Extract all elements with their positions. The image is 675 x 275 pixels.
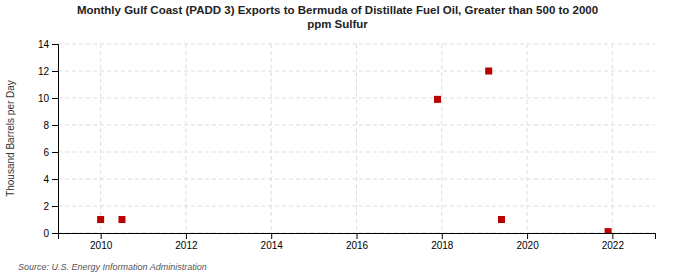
y-axis-tick-label: 2 bbox=[43, 201, 49, 212]
grid-line-y bbox=[58, 179, 655, 180]
plot-area: 2010 2012 2014 2016 2018 2020 2022 0 2 4 6 8 10 12 14 bbox=[38, 39, 656, 251]
y-axis-tick-mark bbox=[52, 152, 58, 153]
chart: 2010 2012 2014 2016 2018 2020 2022 0 2 4 6 8 10 12 14 T… bbox=[0, 0, 675, 275]
y-axis-tick: 12 bbox=[38, 66, 58, 77]
x-axis-tick: 2022 bbox=[602, 233, 625, 251]
x-axis-tick-mark bbox=[186, 233, 187, 239]
y-axis-tick-label: 4 bbox=[43, 174, 49, 185]
title-line: Monthly Gulf Coast (PADD 3) Exports to B… bbox=[77, 4, 598, 16]
point bbox=[485, 68, 492, 75]
x-axis: 2010 2012 2014 2016 2018 2020 2022 bbox=[59, 233, 656, 251]
title: Monthly Gulf Coast (PADD 3) Exports to B… bbox=[77, 4, 598, 30]
grid-line-y bbox=[58, 44, 655, 45]
point bbox=[605, 228, 612, 233]
y-axis-tick-label: 0 bbox=[43, 228, 49, 239]
point bbox=[498, 216, 505, 223]
x-axis-tick: 2016 bbox=[346, 233, 369, 251]
y-axis-line bbox=[52, 45, 59, 234]
y-axis-tick-label: 10 bbox=[38, 93, 50, 104]
point bbox=[97, 216, 104, 223]
x-axis-tick-mark bbox=[612, 233, 613, 239]
x-axis-tick-mark bbox=[527, 233, 528, 239]
grid-line-y bbox=[58, 152, 655, 153]
y-axis-tick-mark bbox=[52, 98, 58, 99]
y-axis-tick-label: 14 bbox=[38, 39, 50, 50]
y-axis-tick: 6 bbox=[43, 147, 58, 158]
y-axis-tick: 2 bbox=[43, 201, 58, 212]
y-axis-tick-label: 12 bbox=[38, 66, 50, 77]
x-axis-tick: 2020 bbox=[516, 233, 539, 251]
x-axis-tick-label: 2022 bbox=[602, 240, 625, 251]
grid bbox=[58, 44, 655, 233]
x-axis-line bbox=[59, 234, 656, 240]
grid-line-x bbox=[185, 44, 186, 233]
x-axis-tick-label: 2016 bbox=[346, 240, 369, 251]
grid-line-y bbox=[58, 206, 655, 207]
y-axis-tick-mark bbox=[52, 233, 58, 234]
grid-line-x bbox=[100, 44, 101, 233]
x-axis-tick: 2012 bbox=[175, 233, 198, 251]
y-axis-tick-mark bbox=[52, 44, 58, 45]
grid-line-y bbox=[58, 125, 655, 126]
x-axis-tick: 2014 bbox=[261, 233, 284, 251]
y-axis-title: Thousand Barrels per Day bbox=[5, 80, 16, 197]
x-axis-tick-mark bbox=[357, 233, 358, 239]
x-axis-tick-label: 2014 bbox=[261, 240, 284, 251]
x-axis-tick-label: 2010 bbox=[90, 240, 113, 251]
points bbox=[97, 68, 611, 234]
y-axis-tick: 4 bbox=[43, 174, 58, 185]
source: Source: U.S. Energy Information Administ… bbox=[18, 262, 207, 272]
x-axis-tick-mark bbox=[101, 233, 102, 239]
grid-line-y bbox=[58, 71, 655, 72]
y-axis-tick-label: 8 bbox=[43, 120, 49, 131]
point bbox=[434, 96, 441, 103]
x-axis-tick-mark bbox=[271, 233, 272, 239]
point bbox=[118, 216, 125, 223]
grid-line-x bbox=[356, 44, 357, 233]
title-line: ppm Sulfur bbox=[307, 18, 368, 30]
y-axis-tick-mark bbox=[52, 71, 58, 72]
x-axis-tick-label: 2020 bbox=[516, 240, 539, 251]
x-axis-tick: 2018 bbox=[431, 233, 454, 251]
grid-line-x bbox=[271, 44, 272, 233]
y-axis-tick-mark bbox=[52, 179, 58, 180]
x-axis-tick: 2010 bbox=[90, 233, 113, 251]
grid-line-x bbox=[612, 44, 613, 233]
grid-line-y bbox=[58, 98, 655, 99]
x-axis-tick-mark bbox=[442, 233, 443, 239]
grid-line-x bbox=[441, 44, 442, 233]
x-axis-tick-label: 2018 bbox=[431, 240, 454, 251]
y-axis-tick-label: 6 bbox=[43, 147, 49, 158]
y-axis-tick: 14 bbox=[38, 39, 58, 50]
y-axis-tick: 0 bbox=[43, 228, 58, 239]
y-axis-tick: 10 bbox=[38, 93, 58, 104]
y-axis-tick-mark bbox=[52, 125, 58, 126]
y-axis-tick-mark bbox=[52, 206, 58, 207]
grid-line-x bbox=[527, 44, 528, 233]
x-axis-tick-label: 2012 bbox=[175, 240, 198, 251]
y-axis-tick: 8 bbox=[43, 120, 58, 131]
y-axis: 0 2 4 6 8 10 12 14 bbox=[38, 39, 59, 239]
